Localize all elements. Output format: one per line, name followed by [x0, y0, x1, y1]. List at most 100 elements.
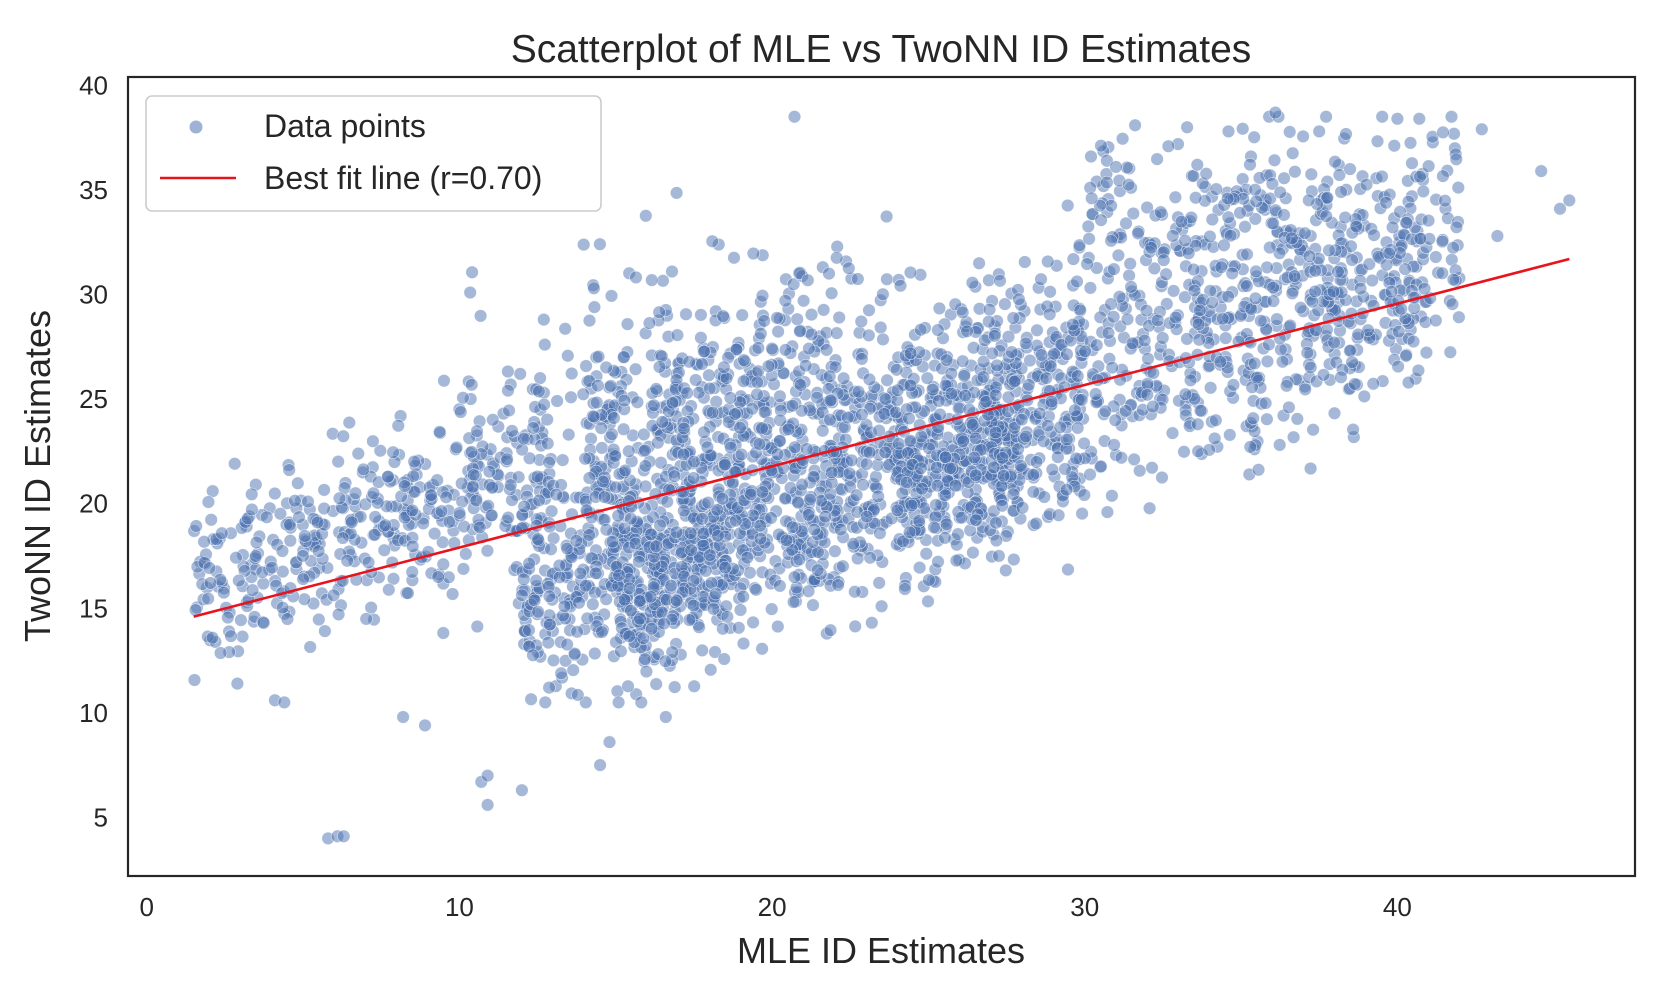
- data-point: [925, 383, 940, 397]
- data-point: [1436, 169, 1450, 183]
- data-point: [750, 387, 764, 402]
- data-point: [614, 644, 628, 658]
- data-point: [900, 475, 914, 490]
- data-point: [1156, 331, 1170, 345]
- data-point: [1047, 347, 1061, 361]
- data-point: [1391, 359, 1405, 374]
- data-point: [1178, 290, 1192, 304]
- data-point: [1446, 273, 1460, 287]
- data-point: [729, 514, 743, 528]
- data-point: [1011, 442, 1025, 456]
- data-point: [930, 479, 945, 493]
- data-point: [1421, 214, 1436, 228]
- data-point: [677, 504, 691, 518]
- data-point: [599, 523, 614, 537]
- data-point: [543, 617, 557, 632]
- data-point: [1429, 313, 1443, 328]
- x-tick-label: 10: [445, 892, 474, 922]
- data-point: [607, 411, 621, 425]
- data-point: [658, 654, 673, 668]
- data-point: [921, 594, 935, 609]
- data-point: [1180, 332, 1194, 346]
- data-point: [336, 429, 350, 443]
- data-point: [701, 496, 715, 510]
- data-point: [1205, 212, 1219, 227]
- data-point: [656, 274, 670, 288]
- data-point: [645, 273, 659, 287]
- x-axis-title: MLE ID Estimates: [737, 930, 1025, 971]
- data-point: [542, 589, 557, 603]
- data-point: [1447, 127, 1461, 141]
- data-point: [1133, 464, 1147, 478]
- data-point: [822, 267, 836, 281]
- data-point: [1100, 175, 1114, 190]
- data-point: [998, 297, 1012, 311]
- data-point: [862, 328, 876, 343]
- data-point: [912, 560, 927, 575]
- data-point: [807, 522, 821, 537]
- data-point: [434, 504, 449, 518]
- data-point: [1279, 379, 1294, 393]
- data-point: [617, 521, 632, 536]
- data-point: [633, 612, 647, 626]
- data-point: [1249, 194, 1263, 208]
- data-point: [1304, 360, 1318, 375]
- data-point: [1445, 297, 1459, 311]
- data-point: [1213, 355, 1227, 369]
- data-point: [1089, 387, 1103, 401]
- data-point: [1221, 191, 1235, 206]
- data-point: [854, 314, 868, 329]
- data-point: [1094, 213, 1108, 227]
- data-point: [931, 323, 945, 337]
- data-point: [382, 583, 396, 597]
- data-point: [1061, 562, 1075, 577]
- data-point: [939, 450, 953, 464]
- data-point: [1077, 436, 1091, 451]
- data-point: [904, 498, 919, 513]
- data-point: [1283, 125, 1297, 139]
- data-point: [773, 434, 787, 448]
- data-point: [1226, 378, 1240, 392]
- data-point: [1083, 281, 1097, 295]
- data-point: [783, 481, 798, 495]
- data-point: [823, 487, 837, 501]
- data-point: [778, 343, 793, 357]
- data-point: [752, 437, 767, 451]
- data-point: [197, 535, 211, 549]
- data-point: [865, 616, 879, 630]
- data-point: [550, 394, 564, 408]
- data-point: [1104, 297, 1118, 311]
- data-point: [288, 494, 302, 508]
- data-point: [1108, 413, 1122, 427]
- data-point: [381, 470, 395, 484]
- data-point: [770, 447, 785, 461]
- data-point: [1026, 468, 1040, 482]
- data-point: [1263, 191, 1277, 206]
- data-point: [202, 561, 216, 575]
- data-point: [1082, 232, 1096, 246]
- data-point: [608, 449, 622, 463]
- data-point: [638, 443, 652, 458]
- data-point: [828, 544, 842, 558]
- data-point: [743, 566, 757, 580]
- data-point: [856, 478, 870, 492]
- data-point: [1104, 199, 1118, 213]
- data-point: [580, 611, 594, 626]
- data-point: [368, 510, 382, 524]
- data-point: [1006, 487, 1021, 501]
- data-point: [1098, 404, 1112, 418]
- data-point: [696, 538, 710, 553]
- data-point: [636, 631, 650, 645]
- data-point: [1145, 461, 1159, 475]
- data-point: [932, 301, 947, 316]
- data-point: [1159, 267, 1173, 281]
- data-point: [893, 279, 908, 293]
- data-point: [770, 311, 784, 325]
- data-point: [588, 646, 602, 661]
- data-point: [966, 545, 980, 560]
- data-point: [486, 413, 500, 427]
- data-point: [801, 508, 816, 522]
- data-point: [465, 265, 479, 279]
- data-point: [695, 512, 709, 526]
- data-point: [927, 520, 941, 535]
